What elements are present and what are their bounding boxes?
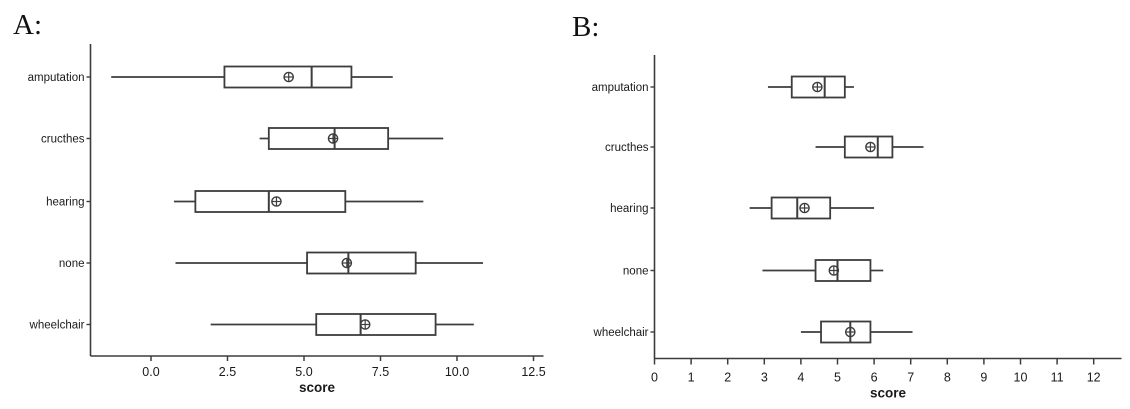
category-label: hearing — [46, 197, 84, 209]
x-tick-label: 10.0 — [445, 365, 469, 379]
box — [194, 190, 347, 213]
x-tick-label: 5 — [834, 371, 841, 385]
x-tick-label: 12.5 — [521, 365, 545, 379]
x-tick-label: 0.0 — [142, 365, 159, 379]
x-tick-label: 5.0 — [295, 365, 312, 379]
category-label: amputation — [28, 72, 85, 84]
x-tick-label: 10 — [1014, 371, 1028, 385]
category-label: amputation — [592, 82, 649, 94]
x-tick-label: 12 — [1087, 371, 1101, 385]
box — [306, 251, 417, 275]
x-tick-label: 7.5 — [372, 365, 389, 379]
x-tick-label: 4 — [797, 371, 804, 385]
category-label: wheelchair — [29, 320, 85, 332]
category-label: hearing — [610, 203, 648, 215]
x-tick-label: 6 — [871, 371, 878, 385]
x-axis-title: score — [299, 380, 336, 395]
x-tick-label: 7 — [907, 371, 914, 385]
x-tick-label: 1 — [688, 371, 695, 385]
box — [814, 259, 872, 282]
panel-a: A: 0.0 2.5 5.0 7.5 10.0 12.5 score amputation cr… — [13, 9, 546, 396]
box — [315, 313, 437, 336]
panel-b: B: 0 1 2 3 4 5 6 7 8 9 10 11 12 score amputation cructh… — [565, 0, 1130, 409]
x-tick-label: 3 — [761, 371, 768, 385]
category-label: none — [59, 258, 85, 270]
x-tick-label: 2 — [724, 371, 731, 385]
panel-a-label: A: — [13, 9, 42, 41]
x-tick-label: 2.5 — [219, 365, 236, 379]
x-tick-label: 8 — [944, 371, 951, 385]
category-label: cructhes — [605, 142, 649, 154]
category-label: none — [623, 266, 649, 278]
x-tick-label: 0 — [651, 371, 658, 385]
x-tick-label: 9 — [980, 371, 987, 385]
panel-a-boxplot: 0.0 2.5 5.0 7.5 10.0 12.5 score amputation cruct… — [28, 44, 546, 395]
category-label: wheelchair — [593, 327, 649, 339]
panel-b-boxplot: 0 1 2 3 4 5 6 7 8 9 10 11 12scoreamputationcructhesh… — [592, 55, 1122, 401]
panel-b-label: B: — [572, 11, 600, 43]
x-tick-label: 11 — [1051, 371, 1064, 385]
category-label: cructhes — [41, 134, 85, 146]
x-axis-title: score — [870, 386, 907, 401]
